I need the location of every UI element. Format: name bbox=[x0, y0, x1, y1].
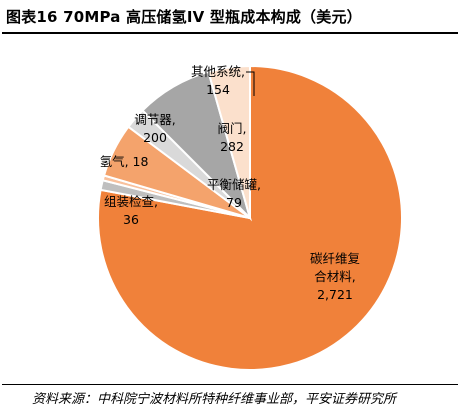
title-divider bbox=[2, 32, 458, 34]
slice-其他系统 bbox=[207, 64, 251, 219]
slice-碳纤维复合材料 bbox=[97, 64, 403, 371]
data-label: 平衡储罐, 79 bbox=[207, 177, 261, 210]
data-label: 其他系统, 154 bbox=[191, 64, 245, 97]
data-label: 组装检查, 36 bbox=[104, 194, 158, 227]
page-title: 图表16 70MPa 高压储氢IV 型瓶成本构成（美元） bbox=[6, 8, 362, 26]
leader-line bbox=[246, 71, 255, 96]
data-label: 调节器, 200 bbox=[134, 112, 175, 145]
data-label: 阀门, 282 bbox=[218, 121, 247, 154]
source-note: 资料来源：中科院宁波材料所特种纤维事业部，平安证券研究所 bbox=[32, 392, 397, 407]
footer-divider bbox=[2, 384, 458, 385]
pie-chart: 碳纤维复合材料, 2,721 组装检查, 36 氢气, 18 调节器, 200 平衡储罐, 79… bbox=[97, 64, 403, 371]
data-label: 氢气, 18 bbox=[100, 154, 149, 169]
data-label: 碳纤维复合材料, 2,721 bbox=[310, 251, 361, 302]
